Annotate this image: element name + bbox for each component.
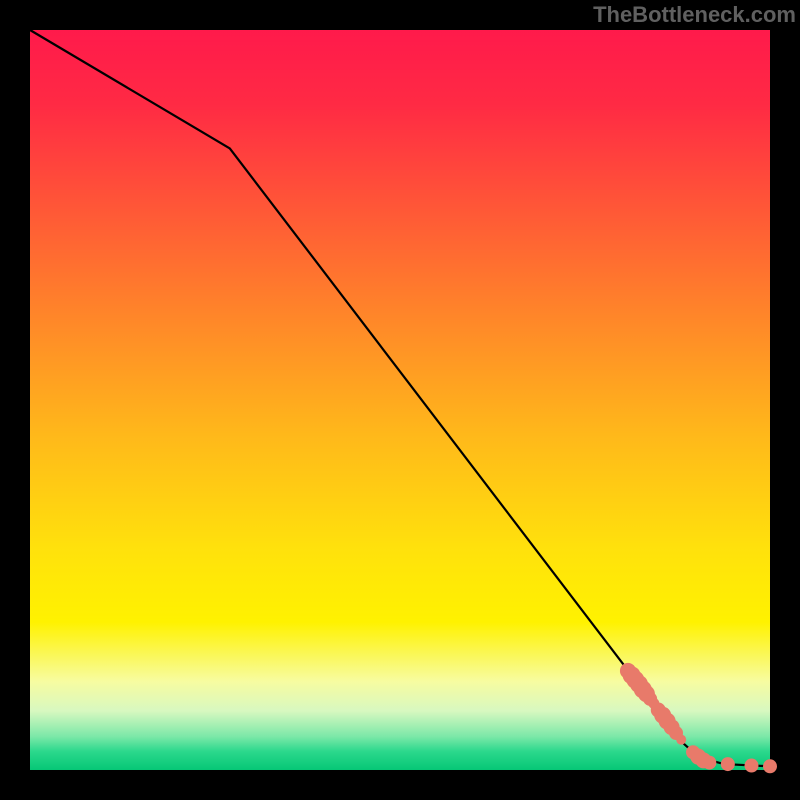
bottleneck-curve — [30, 30, 770, 766]
data-marker — [676, 735, 686, 745]
data-marker — [763, 759, 777, 773]
plot-area — [30, 30, 770, 770]
chart-overlay — [30, 30, 770, 770]
data-marker — [745, 759, 759, 773]
figure-container: TheBottleneck.com — [0, 0, 800, 800]
data-marker — [702, 756, 716, 770]
data-marker — [721, 757, 735, 771]
data-markers — [620, 663, 777, 773]
watermark-label: TheBottleneck.com — [593, 2, 796, 28]
